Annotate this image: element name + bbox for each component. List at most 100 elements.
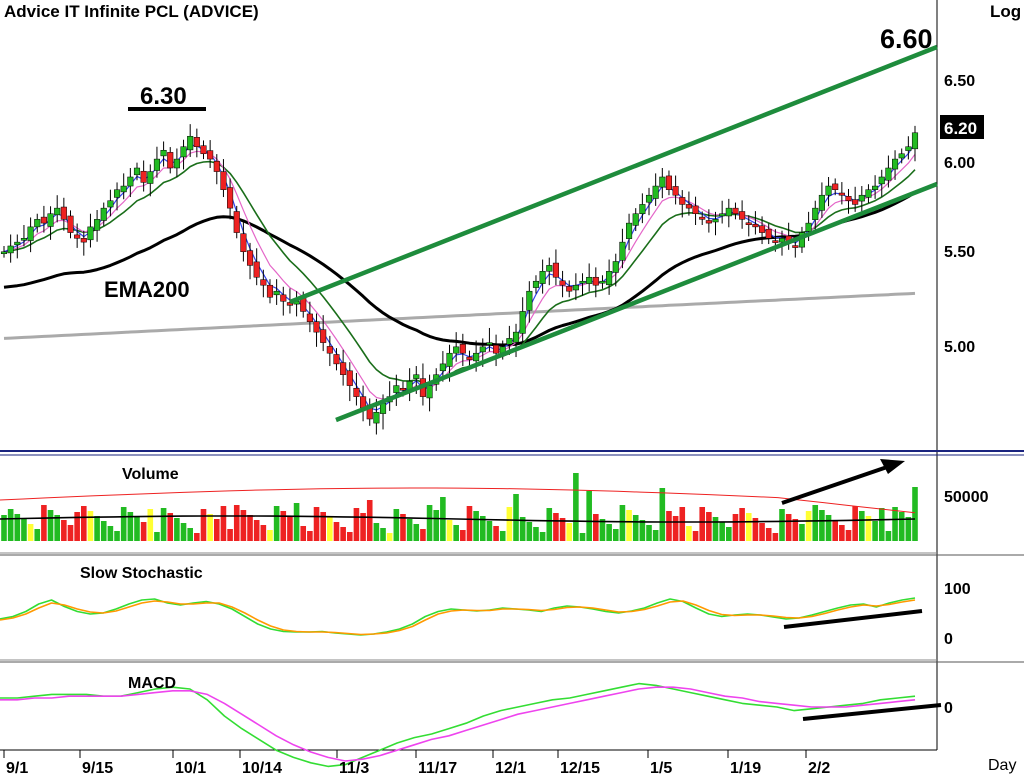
volume-bar <box>699 507 706 541</box>
candle-body <box>80 238 87 243</box>
candle-body <box>712 219 719 223</box>
candle-body <box>532 280 540 288</box>
candle-body <box>213 160 220 172</box>
candle-body <box>393 385 400 393</box>
candle-body <box>266 284 274 298</box>
price-tick-600: 6.00 <box>944 155 975 172</box>
volume-bar <box>519 517 526 541</box>
candle-body <box>140 170 147 183</box>
stochastic-tick-0: 0 <box>944 631 953 648</box>
volume-bar <box>393 509 400 541</box>
candle-body <box>193 137 200 147</box>
volume-bar <box>513 494 519 541</box>
volume-bar <box>606 524 612 541</box>
candle-body <box>200 145 207 155</box>
volume-trend-arrow <box>781 464 891 505</box>
candle-body <box>619 241 626 261</box>
candle-body <box>632 213 639 226</box>
x-tick-label: 2/2 <box>808 760 830 776</box>
volume-arrow-head <box>880 459 905 474</box>
candle-body <box>672 186 679 196</box>
candle-body <box>253 261 260 278</box>
volume-bar <box>94 516 100 541</box>
candle-body <box>413 374 420 379</box>
candle-body <box>113 189 121 198</box>
volume-bar <box>759 523 765 541</box>
macd-title: MACD <box>128 675 176 692</box>
candle-body <box>34 219 41 228</box>
volume-bar <box>406 519 413 541</box>
candle-body <box>665 175 673 190</box>
volume-bar <box>652 530 659 541</box>
candle-body <box>659 176 666 188</box>
volume-bar <box>207 514 213 541</box>
candle-body <box>373 411 380 424</box>
macd-line <box>0 682 916 768</box>
volume-bar <box>426 505 433 541</box>
candle-body <box>60 206 67 220</box>
volume-bar <box>486 521 493 541</box>
candle-body <box>778 238 786 243</box>
candle-body <box>233 211 240 233</box>
volume-bar <box>200 509 207 541</box>
candle-body <box>845 196 852 201</box>
price-candles <box>0 124 919 435</box>
x-tick-label: 1/5 <box>650 760 672 776</box>
candle-body <box>699 216 706 220</box>
candle-body <box>905 146 912 151</box>
candle-body <box>446 352 453 367</box>
candle-body <box>333 354 340 365</box>
volume-bar <box>21 519 27 541</box>
candle-body <box>273 290 280 296</box>
candle-body <box>692 205 699 214</box>
volume-bar <box>619 505 626 541</box>
volume-bar <box>293 503 300 541</box>
candle-body <box>160 149 167 157</box>
volume-bar <box>852 506 858 541</box>
x-tick-label: 11/3 <box>339 760 369 776</box>
candle-body <box>719 213 726 217</box>
volume-bar <box>566 523 573 541</box>
period-label: Day <box>988 757 1016 774</box>
candle-body <box>280 294 287 302</box>
stochastic-trend-line <box>783 609 923 629</box>
candle-body <box>40 216 47 224</box>
candle-body <box>765 228 772 239</box>
volume-bar <box>446 520 453 541</box>
volume-bar <box>632 515 639 541</box>
candle-body <box>519 311 526 334</box>
volume-bar <box>779 509 785 541</box>
candle-body <box>679 197 686 205</box>
candle-body <box>572 284 579 291</box>
volume-bar <box>666 511 672 541</box>
volume-bar <box>825 515 832 541</box>
volume-bar <box>140 522 147 541</box>
candle-body <box>306 313 313 323</box>
volume-bar <box>719 522 725 541</box>
candle-body <box>473 352 480 362</box>
candle-body <box>812 207 819 220</box>
volume-bar <box>912 487 918 541</box>
volume-bar <box>160 508 167 541</box>
candle-body <box>639 204 646 214</box>
candle-body <box>792 245 799 248</box>
macd-tick-0: 0 <box>944 700 953 717</box>
candle-body <box>20 238 27 241</box>
x-axis: 9/1 9/15 10/1 10/14 11/3 11/17 12/1 12/15 1/5 1/1… <box>3 750 830 776</box>
volume-bar <box>799 524 805 541</box>
volume-bar <box>307 531 313 541</box>
trend-channel <box>289 44 938 423</box>
ma-pink-line <box>3 150 916 400</box>
volume-bar <box>420 529 426 541</box>
candle-body <box>645 194 653 203</box>
candle-body <box>852 199 859 205</box>
channel-lower-line <box>335 181 938 423</box>
volume-bar <box>260 525 267 541</box>
volume-bar <box>865 516 872 541</box>
panel-frames <box>0 0 1024 751</box>
volume-bar <box>100 521 107 541</box>
volume-bar <box>745 513 752 541</box>
candle-body <box>818 194 825 211</box>
volume-bar <box>400 514 406 541</box>
